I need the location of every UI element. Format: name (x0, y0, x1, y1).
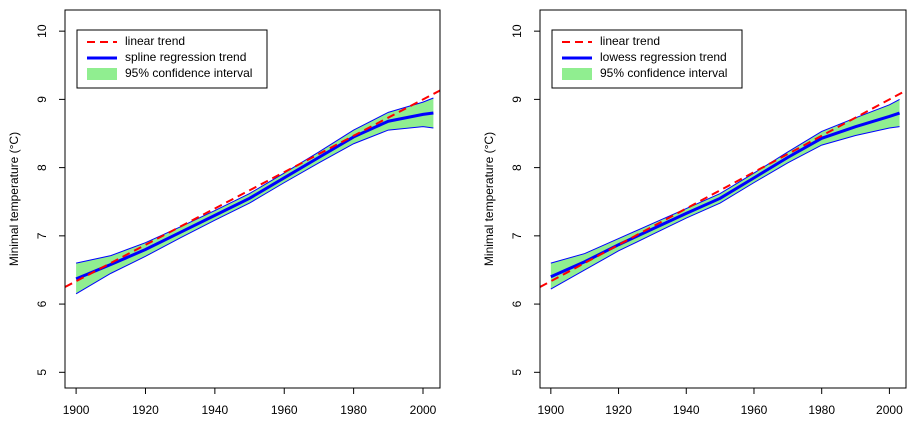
legend-label: 95% confidence interval (600, 66, 727, 80)
x-tick-label: 1920 (132, 403, 159, 417)
y-axis-label: Minimal temperature (°C) (482, 132, 496, 266)
y-tick-label: 5 (510, 369, 524, 376)
x-tick-label: 1920 (605, 403, 632, 417)
y-tick-label: 10 (510, 24, 524, 38)
trend-line (539, 89, 907, 288)
y-tick-label: 8 (510, 164, 524, 171)
x-tick-label: 1940 (202, 403, 229, 417)
legend-swatch (87, 68, 117, 80)
legend-swatch (562, 68, 592, 80)
x-tick-label: 2000 (410, 403, 437, 417)
x-tick-label: 2000 (876, 403, 903, 417)
x-tick-label: 1980 (808, 403, 835, 417)
y-tick-label: 6 (35, 300, 49, 307)
x-tick-label: 1900 (537, 403, 564, 417)
plot-frame (64, 9, 441, 389)
band-edge (75, 126, 434, 295)
x-tick-label: 1960 (741, 403, 768, 417)
x-tick-label: 1980 (340, 403, 367, 417)
legend-label: spline regression trend (125, 50, 246, 64)
plot-frame (539, 9, 907, 389)
band-edge (75, 97, 434, 264)
y-tick-label: 6 (510, 300, 524, 307)
regression-line (75, 111, 434, 281)
y-tick-label: 9 (510, 96, 524, 103)
x-tick-label: 1940 (673, 403, 700, 417)
band-edge (550, 126, 900, 290)
y-tick-label: 10 (35, 24, 49, 38)
legend-label: linear trend (125, 34, 185, 48)
legend-label: 95% confidence interval (125, 66, 252, 80)
y-tick-label: 5 (35, 369, 49, 376)
trend-line (64, 89, 441, 288)
y-tick-label: 7 (510, 232, 524, 239)
x-tick-label: 1960 (271, 403, 298, 417)
y-tick-label: 8 (35, 164, 49, 171)
y-tick-label: 9 (35, 96, 49, 103)
legend-label: linear trend (600, 34, 660, 48)
x-tick-label: 1900 (63, 403, 90, 417)
y-axis-label: Minimal temperature (°C) (7, 132, 21, 266)
legend-label: lowess regression trend (600, 50, 727, 64)
y-tick-label: 7 (35, 232, 49, 239)
